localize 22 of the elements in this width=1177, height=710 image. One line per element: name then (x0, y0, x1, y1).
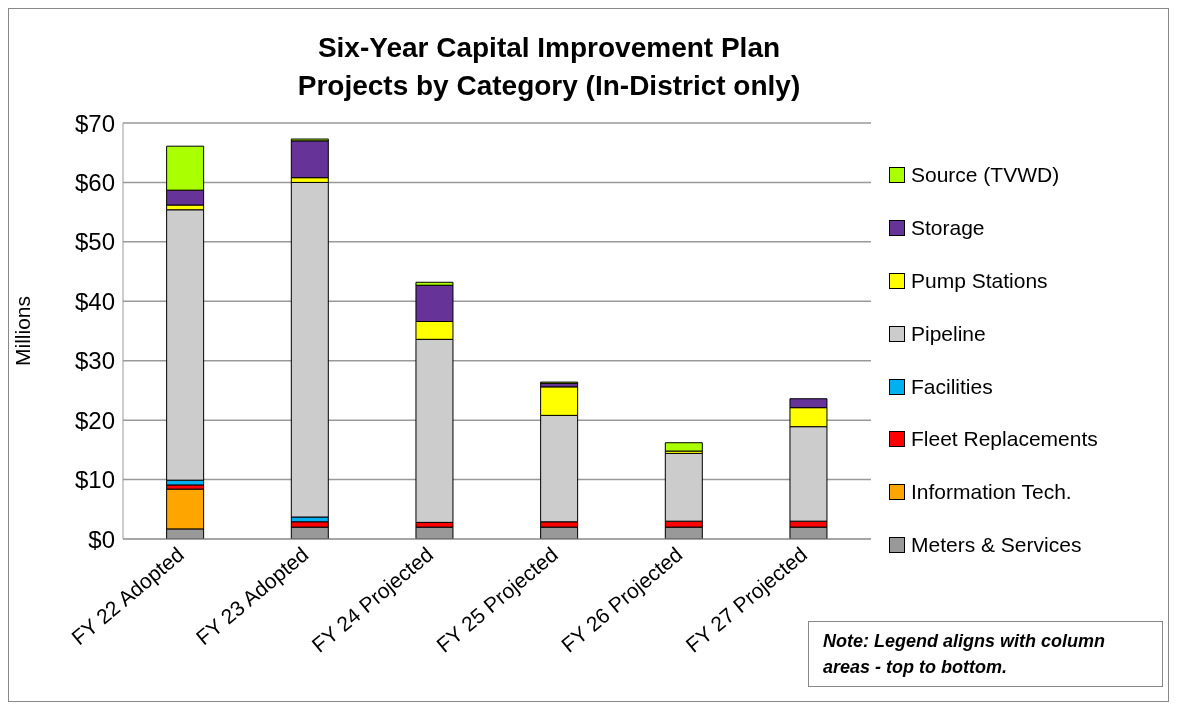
y-tick-label: $60 (74, 168, 115, 196)
chart-title: Six-Year Capital Improvement Plan Projects by Category (In-District only) (296, 31, 802, 103)
bar (290, 181, 329, 518)
legend-label: Facilities (911, 374, 993, 399)
legend-label: Meters & Services (911, 532, 1082, 557)
legend-label: Information Tech. (911, 480, 1072, 505)
y-tick-label: $10 (74, 466, 115, 494)
bar (290, 140, 329, 179)
y-tick-label: $50 (74, 228, 115, 256)
y-tick-label: $0 (88, 525, 115, 553)
bar (664, 442, 703, 452)
legend-label: Storage (911, 216, 985, 241)
legend-label: Source (TVWD) (911, 163, 1060, 188)
legend-label: Pump Stations (911, 268, 1048, 293)
y-tick-label: $70 (74, 109, 115, 137)
y-tick-label: $30 (74, 347, 115, 375)
legend-label: Fleet Replacements (911, 427, 1098, 452)
y-tick-label: $20 (74, 406, 115, 434)
y-tick-label: $40 (74, 287, 115, 315)
text: Note: Legend aligns with column areas - top to bottom. (823, 631, 1106, 677)
y-axis-title: Millions (11, 295, 35, 367)
legend-label: Pipeline (911, 321, 986, 346)
